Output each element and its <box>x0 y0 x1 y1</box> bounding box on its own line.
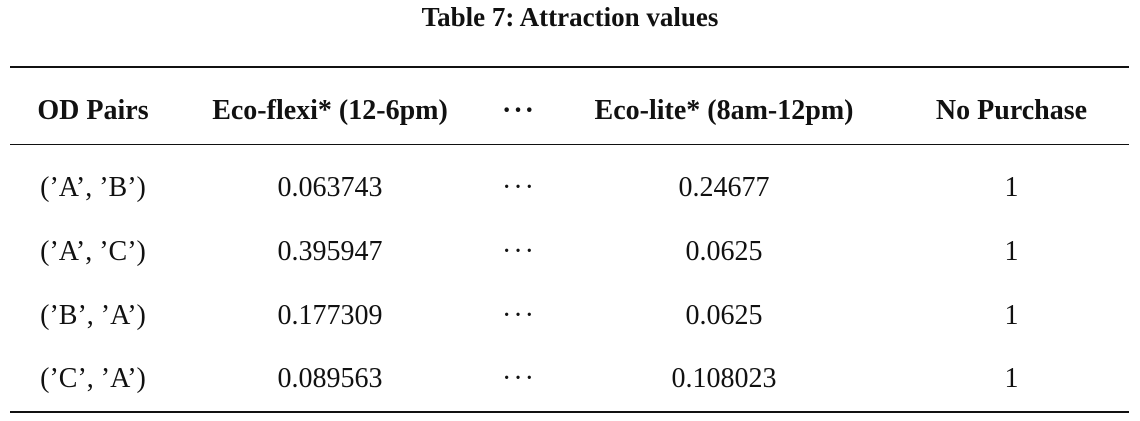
eco-lite-cell: 0.0625 <box>685 300 763 331</box>
eco-flexi-cell: 0.063743 <box>277 172 383 203</box>
table-row: (’B’, ’A’) 0.177309 ··· 0.0625 1 <box>10 296 1129 336</box>
table-header-rule <box>10 144 1129 145</box>
table-row: (’A’, ’C’) 0.395947 ··· 0.0625 1 <box>10 232 1129 272</box>
no-purchase-cell: 1 <box>1004 363 1019 394</box>
no-purchase-cell: 1 <box>1004 172 1019 203</box>
ellipsis-cell: ··· <box>502 236 536 267</box>
od-pair-cell: (’C’, ’A’) <box>40 363 146 394</box>
header-eco-flexi: Eco-flexi* (12-6pm) <box>212 95 448 126</box>
no-purchase-cell: 1 <box>1004 236 1019 267</box>
eco-lite-cell: 0.108023 <box>671 363 777 394</box>
header-eco-lite: Eco-lite* (8am-12pm) <box>594 95 854 126</box>
table-bottom-rule <box>10 411 1129 413</box>
table-caption: Table 7: Attraction values <box>421 2 719 32</box>
header-no-purchase: No Purchase <box>935 95 1088 126</box>
ellipsis-cell: ··· <box>502 172 536 203</box>
od-pair-cell: (’B’, ’A’) <box>40 300 146 331</box>
header-ellipsis: ··· <box>501 95 536 126</box>
table-row: (’C’, ’A’) 0.089563 ··· 0.108023 1 <box>10 359 1129 399</box>
od-pair-cell: (’A’, ’C’) <box>40 236 146 267</box>
table-row: (’A’, ’B’) 0.063743 ··· 0.24677 1 <box>10 168 1129 208</box>
ellipsis-cell: ··· <box>502 300 536 331</box>
header-od-pairs: OD Pairs <box>37 95 149 126</box>
no-purchase-cell: 1 <box>1004 300 1019 331</box>
table-top-rule <box>10 66 1129 68</box>
eco-flexi-cell: 0.395947 <box>277 236 383 267</box>
od-pair-cell: (’A’, ’B’) <box>40 172 146 203</box>
eco-lite-cell: 0.0625 <box>685 236 763 267</box>
eco-lite-cell: 0.24677 <box>678 172 770 203</box>
eco-flexi-cell: 0.177309 <box>277 300 383 331</box>
table-header-row: OD Pairs Eco-flexi* (12-6pm) ··· Eco-lit… <box>10 91 1129 131</box>
eco-flexi-cell: 0.089563 <box>277 363 383 394</box>
ellipsis-cell: ··· <box>502 363 536 394</box>
